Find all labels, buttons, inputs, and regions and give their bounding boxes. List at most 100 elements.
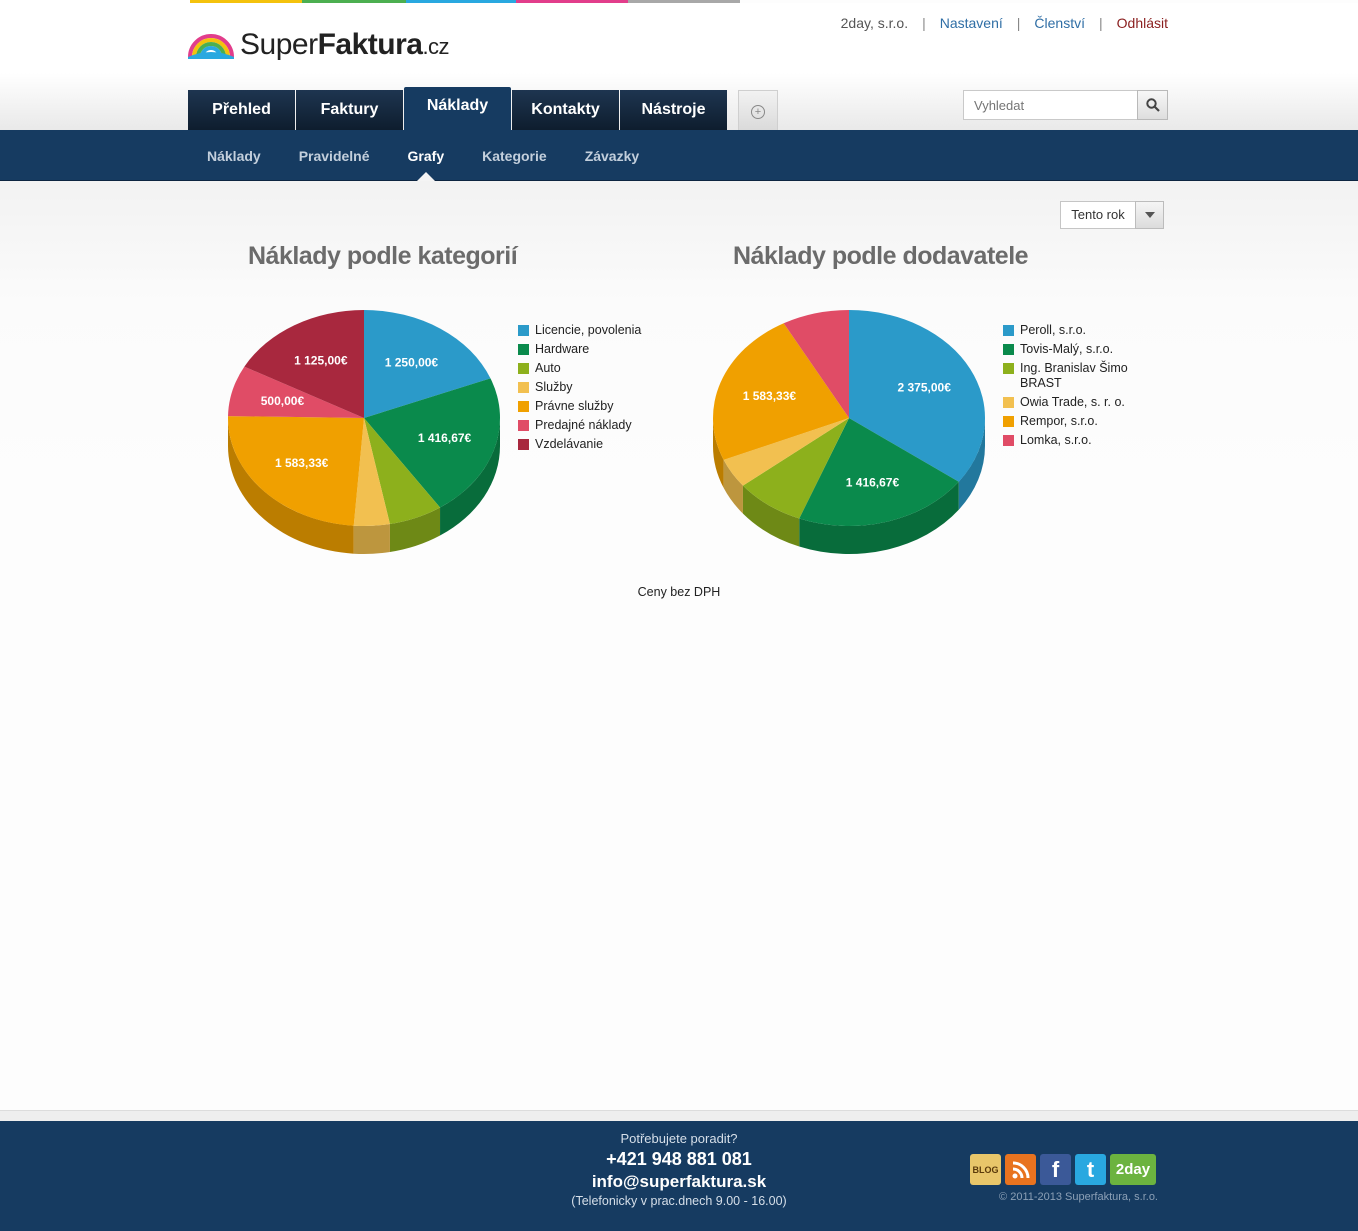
legend-label: Auto (535, 361, 561, 375)
tab-naklady[interactable]: Náklady (404, 87, 511, 133)
legend-swatch (518, 344, 529, 355)
top-links: 2day, s.r.o. | Nastavení | Členství | Od… (840, 15, 1168, 31)
subnav-zavazky[interactable]: Závazky (584, 148, 640, 164)
legend-swatch (1003, 397, 1014, 408)
chart-title-categories: Náklady podle kategorií (248, 242, 518, 270)
legend-swatch (518, 439, 529, 450)
pie-slice-2[interactable] (364, 418, 441, 525)
footer-phone[interactable]: +421 948 881 081 (606, 1149, 752, 1169)
pie-side-2 (742, 485, 800, 547)
chevron-down-icon[interactable] (1135, 201, 1164, 229)
pie-data-label: 1 583,33€ (275, 456, 329, 470)
legend-categories: Licencie, povolenia Hardware Auto Služby Prá… (518, 323, 678, 456)
subnav-pravidelne[interactable]: Pravidelné (298, 148, 370, 164)
logo-text: SuperFaktura.cz (240, 28, 450, 61)
legend-item[interactable]: Peroll, s.r.o. (1003, 323, 1133, 338)
pie-slice-0[interactable] (849, 310, 985, 482)
pie-slice-6[interactable] (244, 310, 364, 418)
legend-item[interactable]: Vzdelávanie (518, 437, 678, 452)
legend-label: Hardware (535, 342, 590, 356)
legend-label: Predajné náklady (535, 418, 632, 432)
rss-icon[interactable] (1005, 1154, 1036, 1185)
footer-help: Potřebujete poradit? (620, 1131, 738, 1146)
tab-nastroje[interactable]: Nástroje (620, 90, 727, 133)
legend-item[interactable]: Služby (518, 380, 678, 395)
pie-data-label: 1 416,67€ (846, 475, 900, 489)
price-note: Ceny bez DPH (637, 585, 721, 599)
blog-icon[interactable]: BLOG (970, 1154, 1001, 1185)
period-select-value: Tento rok (1060, 201, 1135, 229)
pie-data-label: 1 583,33€ (743, 389, 797, 403)
subnav-naklady[interactable]: Náklady (207, 148, 261, 164)
legend-label: Právne služby (535, 399, 614, 413)
legend-item[interactable]: Tovis-Malý, s.r.o. (1003, 342, 1133, 357)
period-select[interactable]: Tento rok (1060, 201, 1164, 229)
copyright: © 2011-2013 Superfaktura, s.r.o. (999, 1191, 1158, 1203)
social-links: BLOG f t 2day (970, 1154, 1160, 1185)
legend-swatch (1003, 435, 1014, 446)
legend-item[interactable]: Auto (518, 361, 678, 376)
pie-slice-1[interactable] (364, 378, 500, 508)
legend-label: Lomka, s.r.o. (1020, 433, 1092, 447)
legend-swatch (518, 420, 529, 431)
sub-navigation: Náklady Pravidelné Grafy Kategorie Závaz… (0, 130, 1358, 181)
legend-swatch (518, 325, 529, 336)
legend-label: Tovis-Malý, s.r.o. (1020, 342, 1114, 356)
pie-data-label: 1 250,00€ (385, 356, 439, 370)
pie-slice-1[interactable] (799, 418, 959, 526)
chart-title-suppliers: Náklady podle dodavatele (733, 242, 1029, 270)
search-input[interactable] (963, 90, 1137, 120)
membership-link[interactable]: Členství (1034, 15, 1085, 31)
pie-side-3 (723, 459, 743, 514)
legend-item[interactable]: Ing. Branislav Šimo BRAST (1003, 361, 1133, 391)
legend-label: Služby (535, 380, 573, 394)
search-icon (1145, 98, 1160, 112)
legend-swatch (518, 363, 529, 374)
twitter-icon[interactable]: t (1075, 1154, 1106, 1185)
legend-swatch (1003, 416, 1014, 427)
legend-label: Rempor, s.r.o. (1020, 414, 1098, 428)
subnav-grafy[interactable]: Grafy (389, 130, 464, 181)
subnav-kategorie[interactable]: Kategorie (482, 148, 547, 164)
tab-prehled[interactable]: Přehled (188, 90, 295, 133)
add-tab-button[interactable]: + (738, 90, 778, 133)
company-name: 2day, s.r.o. (840, 15, 909, 31)
footer-email[interactable]: info@superfaktura.sk (591, 1172, 767, 1191)
settings-link[interactable]: Nastavení (939, 15, 1003, 31)
pie-slice-3[interactable] (353, 418, 390, 526)
pie-data-label: 1 416,67€ (418, 431, 472, 445)
legend-swatch (1003, 363, 1014, 374)
tab-faktury[interactable]: Faktury (296, 90, 403, 133)
pie-slice-4[interactable] (227, 416, 364, 526)
footer: Potřebujete poradit? +421 948 881 081 in… (0, 1121, 1358, 1231)
pie-slice-4[interactable] (713, 323, 849, 460)
facebook-icon[interactable]: f (1040, 1154, 1071, 1185)
legend-item[interactable]: Licencie, povolenia (518, 323, 678, 338)
legend-label: Vzdelávanie (535, 437, 604, 451)
pie-slice-5[interactable] (783, 310, 849, 418)
pie-slice-0[interactable] (364, 310, 491, 418)
legend-label: Peroll, s.r.o. (1020, 323, 1086, 337)
legend-item[interactable]: Rempor, s.r.o. (1003, 414, 1133, 429)
plus-icon: + (751, 104, 765, 119)
legend-item[interactable]: Hardware (518, 342, 678, 357)
search-box (963, 90, 1168, 120)
legend-label: Ing. Branislav Šimo BRAST (1020, 361, 1128, 390)
pie-data-label: 2 375,00€ (898, 381, 952, 395)
legend-swatch (1003, 344, 1014, 355)
main-content: Tento rok Náklady podle kategorií Náklad… (0, 181, 1358, 1111)
legend-item[interactable]: Lomka, s.r.o. (1003, 433, 1133, 448)
legend-item[interactable]: Právne služby (518, 399, 678, 414)
legend-item[interactable]: Predajné náklady (518, 418, 678, 433)
pie-slice-5[interactable] (228, 366, 364, 418)
search-button[interactable] (1137, 90, 1168, 120)
pie-slice-3[interactable] (723, 418, 849, 486)
tab-kontakty[interactable]: Kontakty (512, 90, 619, 133)
legend-swatch (1003, 325, 1014, 336)
legend-item[interactable]: Owia Trade, s. r. o. (1003, 395, 1133, 410)
logo[interactable]: SuperFaktura.cz (188, 25, 450, 65)
2day-icon[interactable]: 2day (1110, 1154, 1156, 1185)
top-color-stripe (0, 0, 1358, 3)
logout-link[interactable]: Odhlásit (1116, 15, 1168, 31)
pie-slice-2[interactable] (742, 418, 849, 519)
